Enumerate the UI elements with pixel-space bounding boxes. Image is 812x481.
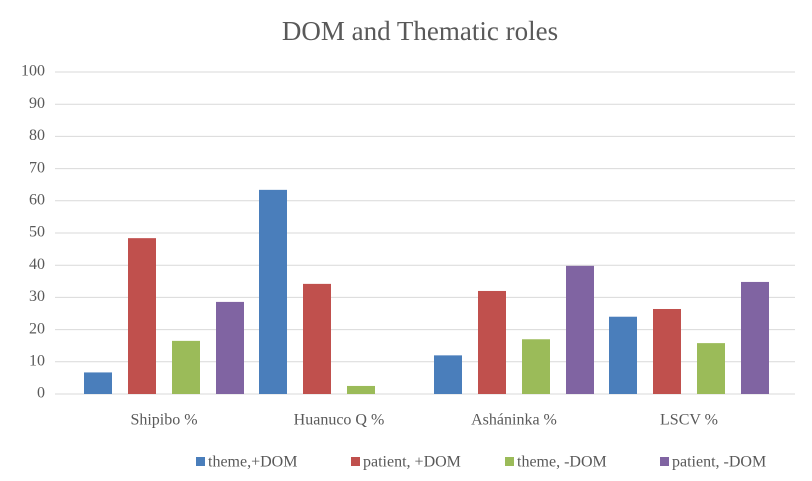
bar bbox=[172, 340, 200, 394]
y-tick-label: 50 bbox=[29, 224, 45, 241]
bar bbox=[84, 372, 112, 394]
legend-swatch bbox=[660, 457, 669, 466]
legend-label: patient, -DOM bbox=[672, 454, 766, 471]
bar bbox=[128, 238, 156, 394]
x-tick-label: LSCV % bbox=[660, 412, 718, 429]
bar bbox=[478, 290, 506, 394]
bar bbox=[347, 385, 375, 394]
bar bbox=[653, 308, 681, 394]
legend-label: patient, +DOM bbox=[363, 454, 461, 471]
y-tick-label: 100 bbox=[21, 63, 45, 80]
y-tick-label: 30 bbox=[29, 288, 45, 305]
legend-swatch bbox=[196, 457, 205, 466]
x-tick-label: Shipibo % bbox=[130, 412, 197, 429]
bar bbox=[566, 265, 594, 394]
y-tick-label: 0 bbox=[37, 385, 45, 402]
bar bbox=[741, 281, 769, 394]
y-tick-label: 10 bbox=[29, 352, 45, 369]
bar bbox=[697, 343, 725, 394]
bar bbox=[259, 189, 287, 394]
legend-swatch bbox=[351, 457, 360, 466]
y-tick-label: 70 bbox=[29, 159, 45, 176]
y-tick-label: 40 bbox=[29, 256, 45, 273]
x-tick-label: Asháninka % bbox=[471, 412, 557, 429]
legend-label: theme,+DOM bbox=[208, 454, 297, 471]
bar bbox=[303, 283, 331, 394]
bar bbox=[434, 355, 462, 394]
legend-label: theme, -DOM bbox=[517, 454, 607, 471]
y-tick-label: 20 bbox=[29, 320, 45, 337]
y-tick-label: 60 bbox=[29, 191, 45, 208]
bar bbox=[216, 301, 244, 394]
chart-title: DOM and Thematic roles bbox=[282, 16, 558, 46]
y-tick-label: 90 bbox=[29, 95, 45, 112]
y-tick-label: 80 bbox=[29, 127, 45, 144]
bar bbox=[609, 316, 637, 394]
bar bbox=[522, 339, 550, 394]
legend-swatch bbox=[505, 457, 514, 466]
x-tick-label: Huanuco Q % bbox=[294, 412, 385, 429]
